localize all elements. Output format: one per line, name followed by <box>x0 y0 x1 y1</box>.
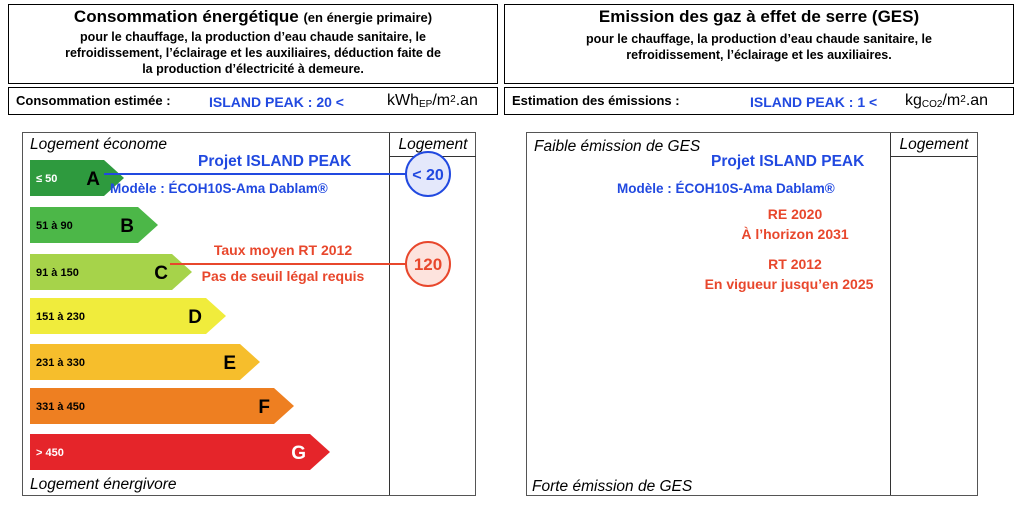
energy-class-bar-g <box>30 434 330 470</box>
ges-re-line-2: À l’horizon 2031 <box>741 226 849 242</box>
energy-class-letter-b: B <box>120 216 134 237</box>
energy-class-letter-g: G <box>291 443 306 464</box>
energy-rt-badge-text: 120 <box>414 255 442 274</box>
energy-top-label: Logement économe <box>30 136 168 153</box>
energy-project-line-2: Modèle : ÉCOH10S-Ama Dablam® <box>110 181 328 196</box>
ges-project-line-1: Projet ISLAND PEAK <box>711 153 865 170</box>
energy-class-bar-a <box>30 160 124 196</box>
ges-subtitle-line-1: pour le chauffage, la production d’eau c… <box>586 32 932 46</box>
energy-subtitle-line-2: refroidissement, l’éclairage et les auxi… <box>65 46 441 60</box>
energy-class-range-c: 91 à 150 <box>36 267 79 279</box>
energy-class-range-f: 331 à 450 <box>36 401 85 413</box>
energy-estimate-value: ISLAND PEAK : 20 < <box>209 94 344 110</box>
energy-rt-line-1: Taux moyen RT 2012 <box>213 242 353 258</box>
energy-class-range-e: 231 à 330 <box>36 357 85 369</box>
energy-class-letter-f: F <box>258 397 270 418</box>
energy-bottom-label: Logement énergivore <box>30 476 177 493</box>
energy-class-bar-f <box>30 388 294 424</box>
ges-logement-header: Logement <box>899 136 969 153</box>
ges-chart-box <box>526 132 978 496</box>
energy-estimate-box: Consommation estimée : ISLAND PEAK : 20 … <box>8 87 498 115</box>
energy-subtitle-line-3: la production d’électricité à demeure. <box>142 62 364 76</box>
energy-header-box: Consommation énergétique (en énergie pri… <box>8 4 498 84</box>
energy-project-badge-text: < 20 <box>412 167 444 184</box>
energy-class-letter-c: C <box>154 263 168 284</box>
ges-estimate-label: Estimation des émissions : <box>512 93 680 108</box>
ges-title: Emission des gaz à effet de serre (GES) <box>598 7 920 26</box>
ges-subtitle-line-2: refroidissement, l’éclairage et les auxi… <box>626 48 892 62</box>
energy-title-small: (en énergie primaire) <box>303 10 433 25</box>
energy-class-letter-a: A <box>86 169 100 190</box>
energy-class-letter-d: D <box>188 307 202 328</box>
energy-title: Consommation énergétique (en énergie pri… <box>9 7 497 28</box>
energy-class-range-d: 151 à 230 <box>36 311 85 323</box>
ges-estimate-value: ISLAND PEAK : 1 < <box>750 94 878 110</box>
energy-logement-divider <box>389 133 390 495</box>
energy-rt-line-2: Pas de seuil légal requis <box>201 268 365 284</box>
energy-class-bar-e <box>30 344 260 380</box>
ges-estimate-box: Estimation des émissions : ISLAND PEAK :… <box>504 87 1014 115</box>
ges-top-label: Faible émission de GES <box>534 138 701 155</box>
energy-title-main: Consommation énergétique <box>73 7 299 26</box>
energy-estimate-unit: kWhEP/m2.an <box>387 92 478 110</box>
energy-class-range-g: > 450 <box>36 447 64 459</box>
energy-class-bar-c <box>30 254 192 290</box>
energy-logement-header: Logement <box>398 136 468 153</box>
energy-rt-badge-circle <box>405 241 451 287</box>
energy-class-bar-d <box>30 298 226 334</box>
ges-header-box: Emission des gaz à effet de serre (GES) … <box>504 4 1014 84</box>
ges-rt-line-1: RT 2012 <box>768 256 822 272</box>
energy-subtitle-line-1: pour le chauffage, la production d’eau c… <box>80 30 426 44</box>
ges-rt-line-2: En vigueur jusqu’en 2025 <box>704 276 874 292</box>
ges-re-line-1: RE 2020 <box>767 206 823 222</box>
energy-project-badge-circle <box>405 151 451 197</box>
energy-project-line-1: Projet ISLAND PEAK <box>198 153 352 170</box>
energy-class-bar-b <box>30 207 158 243</box>
ges-logement-divider <box>890 133 891 495</box>
energy-estimate-label: Consommation estimée : <box>16 93 171 108</box>
ges-project-line-2: Modèle : ÉCOH10S-Ama Dablam® <box>617 181 835 196</box>
energy-class-range-a: ≤ 50 <box>36 173 57 185</box>
energy-class-letter-e: E <box>223 353 236 374</box>
ges-estimate-unit: kgCO2/m2.an <box>905 92 989 110</box>
ges-logement-header-rule <box>890 156 977 157</box>
ges-bottom-label: Forte émission de GES <box>532 478 693 495</box>
energy-class-range-b: 51 à 90 <box>36 220 73 232</box>
